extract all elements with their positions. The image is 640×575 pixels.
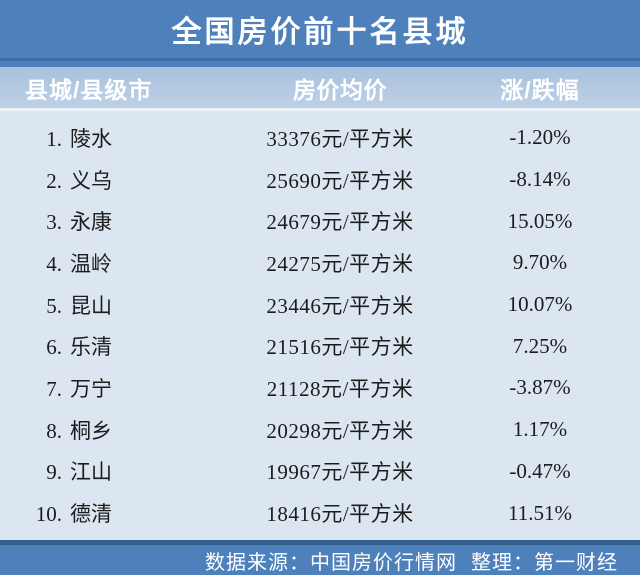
change-value: 11.51%: [508, 500, 572, 525]
table-header-row: 县城/县级市 房价均价 涨/跌幅: [0, 67, 640, 108]
table-row: 6. 乐清 21516元/平方米 7.25%: [0, 331, 640, 361]
data-source-label: 数据来源：中国房价行情网: [205, 551, 457, 574]
rank-label: 5.: [46, 293, 62, 318]
table-body: 1. 陵水 33376元/平方米 -1.20% 2. 义乌 25690元/平方米 -…: [0, 111, 640, 540]
footer-accent-line: [0, 540, 640, 545]
county-name: 昆山: [70, 293, 112, 318]
change-value: 9.70%: [512, 250, 568, 275]
county-name: 江山: [70, 460, 112, 485]
header-separator: [0, 108, 640, 111]
county-name: 温岭: [70, 251, 112, 276]
table-row: 1. 陵水 33376元/平方米 -1.20%: [0, 123, 640, 153]
county-name: 桐乡: [70, 418, 112, 443]
county-name: 永康: [70, 210, 112, 235]
page-title: 全国房价前十名县城: [171, 16, 469, 49]
title-bar: 全国房价前十名县城: [0, 0, 640, 58]
column-header-price: 房价均价: [293, 76, 387, 103]
change-value: -1.20%: [509, 125, 571, 150]
change-value: 15.05%: [507, 208, 573, 233]
county-name: 德清: [70, 502, 112, 527]
county-name: 义乌: [70, 168, 112, 193]
change-value: 1.17%: [512, 417, 568, 442]
price-value: 33376元/平方米: [266, 126, 414, 151]
rank-label: 3.: [46, 210, 62, 235]
price-value: 20298元/平方米: [266, 418, 414, 443]
county-name: 陵水: [70, 126, 112, 151]
table-row: 9. 江山 19967元/平方米 -0.47%: [0, 456, 640, 486]
county-name: 乐清: [70, 335, 112, 360]
rank-label: 2.: [46, 168, 62, 193]
price-value: 23446元/平方米: [266, 293, 414, 318]
county-name: 万宁: [70, 376, 112, 401]
rank-label: 1.: [46, 126, 62, 151]
column-header-county: 县城/县级市: [25, 76, 153, 103]
table-row: 10. 德清 18416元/平方米 11.51%: [0, 498, 640, 528]
price-value: 21128元/平方米: [266, 376, 414, 401]
change-value: -3.87%: [509, 375, 571, 400]
rank-label: 9.: [46, 460, 62, 485]
rank-label: 7.: [46, 376, 62, 401]
rank-label: 8.: [46, 418, 62, 443]
price-value: 21516元/平方米: [266, 335, 414, 360]
rank-label: 6.: [46, 335, 62, 360]
table-row: 3. 永康 24679元/平方米 15.05%: [0, 206, 640, 236]
change-value: -8.14%: [509, 167, 571, 192]
footer-bar: 数据来源：中国房价行情网 整理：第一财经: [0, 545, 640, 575]
change-value: 7.25%: [512, 333, 568, 358]
table-row: 4. 温岭 24275元/平方米 9.70%: [0, 248, 640, 278]
compiled-by-label: 整理：第一财经: [471, 551, 618, 574]
price-value: 18416元/平方米: [266, 502, 414, 527]
change-value: -0.47%: [509, 458, 571, 483]
rank-label: 4.: [46, 251, 62, 276]
title-accent-line: [0, 58, 640, 61]
price-value: 24275元/平方米: [266, 251, 414, 276]
table-row: 5. 昆山 23446元/平方米 10.07%: [0, 290, 640, 320]
rank-label: 10.: [35, 502, 62, 527]
price-value: 24679元/平方米: [266, 210, 414, 235]
table-row: 7. 万宁 21128元/平方米 -3.87%: [0, 373, 640, 403]
column-header-change: 涨/跌幅: [500, 76, 580, 103]
table-row: 2. 义乌 25690元/平方米 -8.14%: [0, 165, 640, 195]
change-value: 10.07%: [507, 292, 573, 317]
title-pad: [0, 61, 640, 67]
price-value: 25690元/平方米: [266, 168, 414, 193]
price-value: 19967元/平方米: [266, 460, 414, 485]
table-row: 8. 桐乡 20298元/平方米 1.17%: [0, 415, 640, 445]
